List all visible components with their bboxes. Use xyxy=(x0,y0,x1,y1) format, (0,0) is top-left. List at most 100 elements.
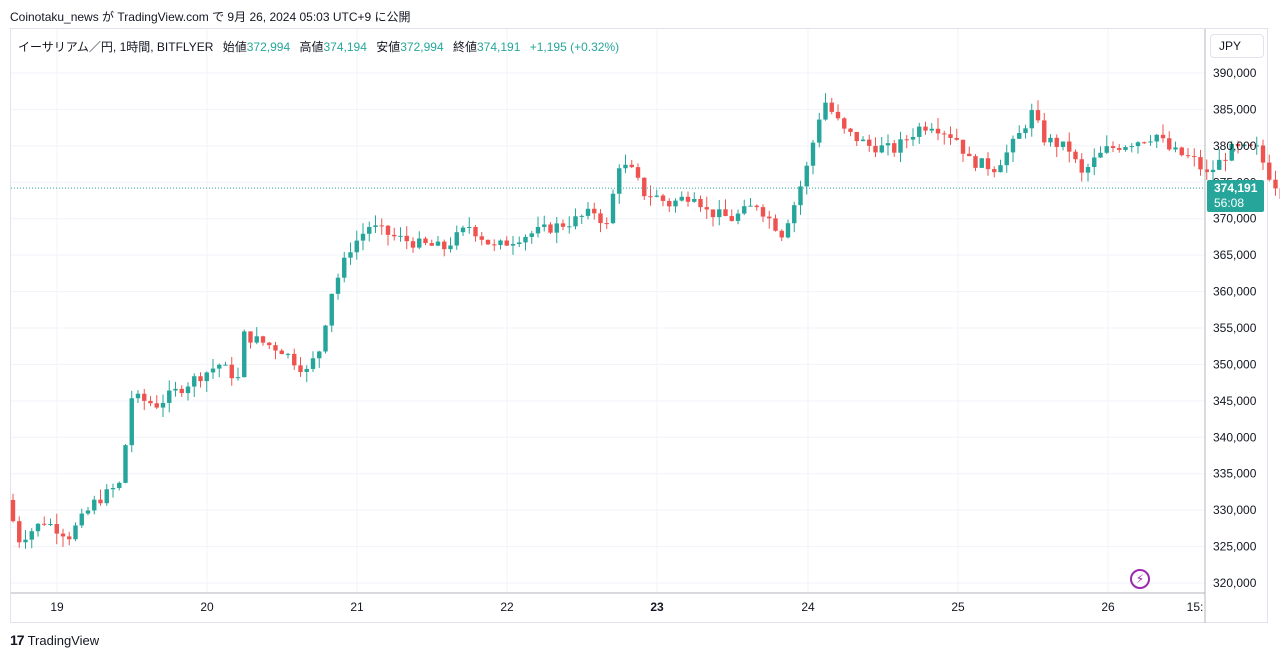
candle-body xyxy=(617,168,622,194)
candle-body xyxy=(798,186,803,206)
footer-brand[interactable]: 17 TradingView xyxy=(10,632,99,648)
candle-body xyxy=(223,364,228,366)
candle-body xyxy=(842,118,847,129)
candle-body xyxy=(760,207,766,217)
candle-body xyxy=(29,531,34,540)
candle-body xyxy=(823,102,828,120)
candle-body xyxy=(198,376,203,382)
candle-body xyxy=(1135,142,1141,147)
candle-body xyxy=(654,195,659,197)
candle-body xyxy=(854,131,859,142)
candle-body xyxy=(35,523,41,532)
candle-body xyxy=(392,234,397,237)
candle-body xyxy=(523,236,528,243)
candle-body xyxy=(1267,162,1272,180)
candle-body xyxy=(460,227,466,233)
candle-body xyxy=(1104,146,1109,153)
candles xyxy=(10,93,1280,549)
candle-body xyxy=(998,165,1003,173)
change-value: +1,195 (+0.32%) xyxy=(529,40,620,54)
candle-body xyxy=(485,239,491,245)
candle-body xyxy=(1085,166,1091,173)
y-tick-label: 355,000 xyxy=(1213,321,1257,335)
candle-body xyxy=(142,393,147,401)
candle-body xyxy=(810,142,816,166)
candle-body xyxy=(1148,141,1153,143)
candle-body xyxy=(1017,132,1022,139)
candle-body xyxy=(642,177,647,197)
last-price: 374,191 xyxy=(1214,181,1258,195)
x-tick-label: 19 xyxy=(50,600,64,614)
candle-body xyxy=(510,244,516,246)
candle-body xyxy=(1160,134,1166,139)
y-tick-label: 325,000 xyxy=(1213,540,1257,554)
candle-body xyxy=(910,136,916,140)
y-tick-label: 330,000 xyxy=(1213,503,1257,517)
candle-body xyxy=(323,325,328,352)
candle-body xyxy=(379,225,384,227)
candle-body xyxy=(492,244,497,246)
candle-body xyxy=(129,398,134,446)
low-label: 安値 xyxy=(376,40,401,54)
y-tick-label: 390,000 xyxy=(1213,66,1257,80)
candle-body xyxy=(329,293,334,326)
candle-body xyxy=(254,336,259,343)
candle-body xyxy=(423,238,428,244)
candle-body xyxy=(398,235,403,237)
high-value: 374,194 xyxy=(323,40,367,54)
candle-body xyxy=(942,133,947,135)
candle-body xyxy=(554,223,559,233)
x-tick-label: 24 xyxy=(801,600,815,614)
currency-button[interactable]: JPY xyxy=(1210,34,1264,58)
candle-body xyxy=(898,139,903,153)
candle-body xyxy=(179,388,184,394)
candle-body xyxy=(267,342,272,346)
publish-info: Coinotaku_news が TradingView.com で 9月 26… xyxy=(10,10,411,24)
candle-body xyxy=(442,241,447,250)
candle-body xyxy=(479,236,484,240)
candle-body xyxy=(248,331,253,343)
candle-body xyxy=(204,372,209,382)
y-tick-label: 365,000 xyxy=(1213,248,1257,262)
candle-body xyxy=(292,353,297,366)
candle-body xyxy=(610,193,616,224)
candle-body xyxy=(848,128,853,132)
candle-body xyxy=(885,143,891,146)
y-tick-label: 320,000 xyxy=(1213,576,1257,590)
x-tick-label: 26 xyxy=(1101,600,1115,614)
candle-body xyxy=(573,216,578,227)
candle-body xyxy=(85,510,91,514)
candle-body xyxy=(698,198,703,208)
candle-body xyxy=(498,240,503,246)
candle-body xyxy=(160,402,166,408)
candle-body xyxy=(948,134,953,138)
candle-body xyxy=(360,233,366,241)
candle-body xyxy=(1173,147,1178,150)
candle-body xyxy=(192,376,197,387)
candle-body xyxy=(773,218,778,231)
candle-body xyxy=(923,126,928,131)
y-tick-label: 360,000 xyxy=(1213,285,1257,299)
candle-body xyxy=(385,225,391,235)
candle-body xyxy=(110,487,116,490)
candle-body xyxy=(792,205,797,224)
lightning-icon[interactable]: ⚡ xyxy=(1130,569,1150,589)
candle-body xyxy=(535,226,541,234)
close-label: 終値 xyxy=(452,40,477,54)
candle-body xyxy=(1067,141,1072,152)
candle-body xyxy=(1004,152,1009,166)
chart-legend: イーサリアム／円, 1時間, BITFLYER 始値372,994 高値374,… xyxy=(18,38,619,55)
candle-body xyxy=(1023,128,1028,133)
candle-body xyxy=(804,165,809,187)
high-label: 高値 xyxy=(299,40,324,54)
y-tick-label: 380,000 xyxy=(1213,139,1257,153)
candle-body xyxy=(660,195,666,201)
candle-body xyxy=(517,242,522,245)
candle-body xyxy=(748,205,753,207)
candle-body xyxy=(592,208,597,214)
candle-body xyxy=(1229,143,1234,161)
axes: 390,000385,000380,000375,000370,000365,0… xyxy=(11,29,1257,623)
candle-body xyxy=(717,209,722,218)
candle-body xyxy=(429,243,434,246)
